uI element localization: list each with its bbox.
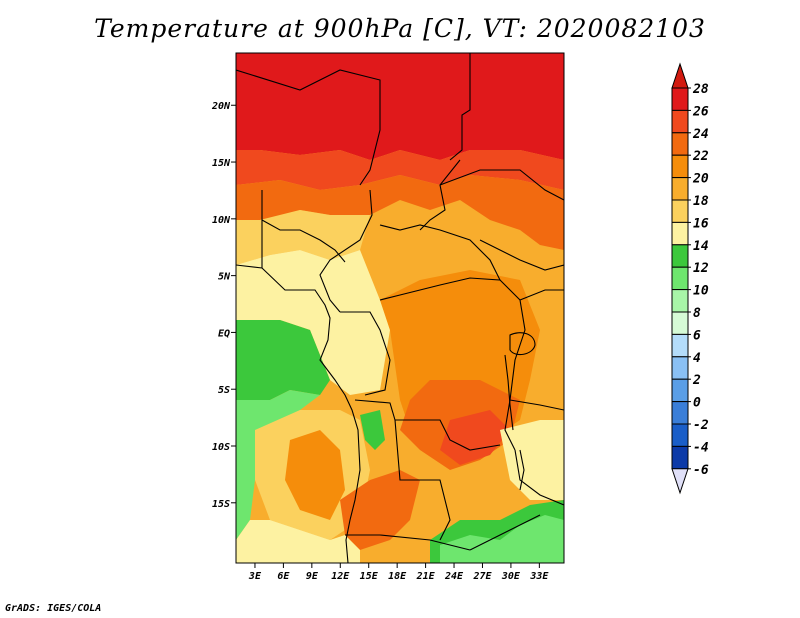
lon-tick-label: 24E: [444, 571, 464, 582]
lon-tick-label: 15E: [360, 571, 379, 582]
lon-tick-label: 18E: [388, 571, 407, 582]
lon-tick-label: 30E: [501, 571, 521, 582]
colorbar-swatch: [671, 311, 689, 335]
colorbar-swatch: [671, 132, 689, 156]
colorbar-label: 26: [692, 104, 709, 119]
border-drc-south: [354, 399, 501, 451]
lon-tick-label: 27E: [472, 571, 492, 582]
band-14-angola: [360, 410, 385, 450]
lon-tick-label: 9E: [306, 571, 319, 582]
band-22-south: [285, 430, 345, 520]
band-18-south: [236, 520, 360, 563]
colorbar-swatch: [671, 401, 689, 425]
border-north: [236, 69, 381, 186]
colorbar-swatch: [671, 109, 689, 134]
border-nigeria: [261, 219, 346, 263]
band-14-coast: [236, 320, 330, 410]
colorbar-label: 10: [693, 284, 709, 299]
colorbar-label: 18: [693, 194, 709, 209]
longitude-axis: 3E 6E 9E 12E 15E 18E 21E 24E 27E 30E 33E: [248, 563, 549, 582]
band-26-central: [440, 410, 510, 465]
colorbar-label: 6: [693, 328, 701, 343]
colorbar-swatch: [671, 289, 689, 313]
country-borders: [236, 53, 564, 563]
lon-tick-label: 12E: [331, 571, 350, 582]
band-12-se: [440, 515, 564, 563]
band-18-se: [500, 420, 564, 500]
lon-tick-label: 3E: [248, 571, 262, 582]
band-28: [236, 53, 564, 160]
colorbar-label: 8: [693, 306, 701, 321]
colorbar-swatch: [671, 333, 689, 358]
colorbar-label: 20: [692, 172, 709, 187]
lon-tick-label: 33E: [529, 571, 549, 582]
band-24-north: [236, 175, 564, 250]
colorbar-swatch: [671, 87, 689, 111]
lon-tick-label: 6E: [277, 571, 290, 582]
border-chad-sudan: [419, 159, 461, 231]
lake-tanganyika: [504, 354, 514, 431]
band-26: [236, 150, 564, 190]
colorbar-swatch: [671, 266, 689, 291]
colorbar-swatch: [671, 445, 689, 470]
colorbar-swatch: [671, 356, 689, 380]
lat-tick-label: 5S: [218, 385, 230, 396]
grads-credit: GrADS: IGES/COLA: [5, 603, 102, 614]
lat-tick-label: 20N: [211, 101, 231, 112]
lake-victoria: [509, 332, 536, 356]
lat-tick-label: 15S: [212, 499, 230, 510]
colorbar-label: 2: [692, 373, 701, 388]
lon-tick-label: 21E: [416, 571, 436, 582]
border-angola-zambia: [394, 419, 451, 541]
colorbar-swatch: [671, 378, 689, 403]
border-car: [379, 224, 501, 301]
colorbar-swatch: [671, 423, 689, 447]
band-18-west: [236, 250, 390, 395]
colorbar-label: 22: [692, 149, 709, 164]
border-libya-sudan: [449, 53, 471, 161]
lat-tick-label: 5N: [218, 272, 231, 283]
border-zimbabwe: [469, 514, 541, 551]
temperature-field: [236, 53, 564, 563]
chart-title: Temperature at 900hPa [C], VT: 202008210…: [94, 14, 706, 43]
border-tanzania: [509, 399, 564, 411]
colorbar-label: 28: [692, 82, 709, 97]
colorbar-swatch: [671, 199, 689, 223]
lat-tick-label: 10S: [212, 442, 230, 453]
lat-tick-label: EQ: [218, 328, 230, 339]
colorbar-label: 24: [692, 127, 709, 142]
map-frame: [235, 52, 565, 564]
colorbar-label: -2: [693, 418, 709, 433]
border-east: [519, 289, 564, 301]
colorbar-label: 4: [693, 351, 701, 366]
lat-tick-label: 10N: [212, 215, 231, 226]
coastline-west: [236, 264, 361, 563]
border-ethiopia: [479, 239, 564, 271]
border-cameroon: [319, 189, 373, 313]
colorbar-top-arrow: [671, 62, 689, 89]
border-namibia: [345, 534, 471, 551]
border-congo: [340, 311, 391, 396]
colorbar-label: -4: [693, 440, 709, 455]
lat-tick-label: 15N: [212, 158, 231, 169]
lake-malawi: [519, 449, 525, 491]
colorbar-label: 12: [693, 261, 709, 276]
latitude-axis: 20N 15N 10N 5N EQ 5S 10S 15S: [211, 101, 236, 510]
colorbar-label: -6: [693, 463, 709, 478]
border-mozambique: [514, 449, 564, 506]
colorbar-swatch: [671, 244, 689, 268]
colorbar-swatch: [671, 177, 689, 201]
border-east-sudan: [439, 169, 564, 201]
colorbar-bottom-arrow: [671, 468, 689, 495]
band-24-south: [340, 470, 420, 550]
colorbar-label: 0: [693, 396, 701, 411]
colorbar-label: 16: [693, 216, 709, 231]
colorbar-label: 14: [693, 239, 709, 254]
colorbar-swatch: [671, 221, 689, 246]
colorbar-swatch: [671, 154, 689, 179]
band-12-ocean: [236, 390, 320, 540]
